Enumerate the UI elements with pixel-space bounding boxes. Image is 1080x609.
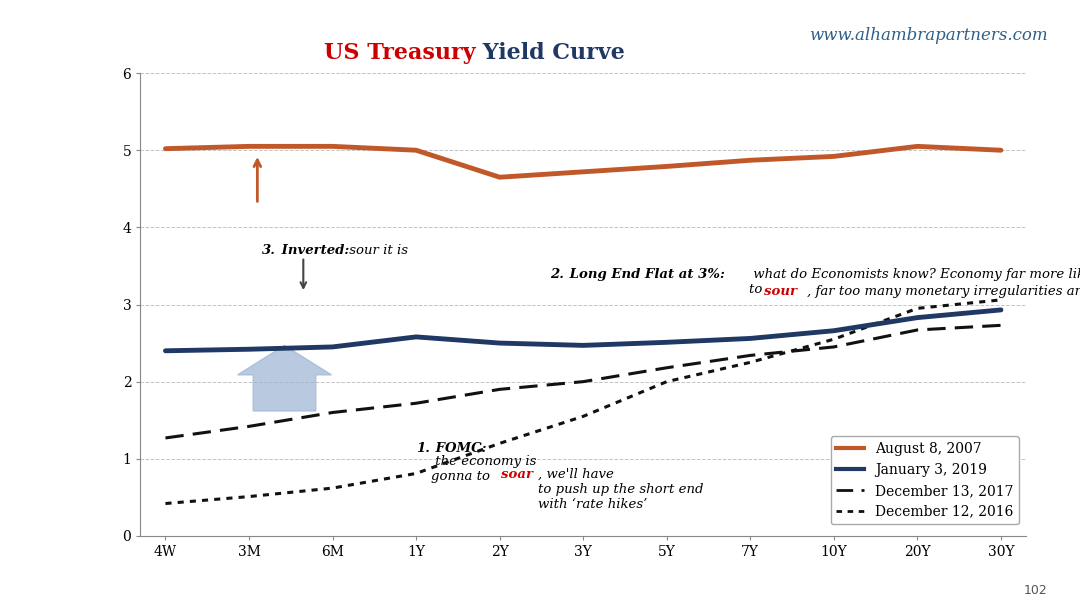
Text: soar: soar bbox=[501, 468, 534, 481]
Text: Inverted:: Inverted: bbox=[276, 244, 349, 258]
Text: what do Economists know? Economy far more likely
to: what do Economists know? Economy far mor… bbox=[748, 268, 1080, 296]
Text: 1.: 1. bbox=[416, 442, 430, 455]
Text: FOMC:: FOMC: bbox=[431, 442, 487, 455]
Text: Long End Flat at 3%:: Long End Flat at 3%: bbox=[565, 268, 725, 281]
Text: sour: sour bbox=[764, 285, 797, 298]
FancyArrow shape bbox=[238, 345, 332, 411]
Text: US Treasury: US Treasury bbox=[324, 42, 475, 64]
Text: 102: 102 bbox=[1024, 584, 1048, 597]
Text: the economy is
gonna to: the economy is gonna to bbox=[431, 455, 537, 483]
Text: www.alhambrapartners.com: www.alhambrapartners.com bbox=[809, 27, 1048, 44]
Text: sour it is: sour it is bbox=[346, 244, 408, 258]
Text: , we'll have
to push up the short end
with ‘rate hikes’: , we'll have to push up the short end wi… bbox=[538, 468, 703, 511]
Text: Yield Curve: Yield Curve bbox=[475, 42, 625, 64]
Text: 2.: 2. bbox=[550, 268, 564, 281]
Legend: August 8, 2007, January 3, 2019, December 13, 2017, December 12, 2016: August 8, 2007, January 3, 2019, Decembe… bbox=[831, 437, 1020, 524]
Text: 3.: 3. bbox=[261, 244, 275, 258]
Text: , far too many monetary irregularities and risks: , far too many monetary irregularities a… bbox=[807, 285, 1080, 298]
